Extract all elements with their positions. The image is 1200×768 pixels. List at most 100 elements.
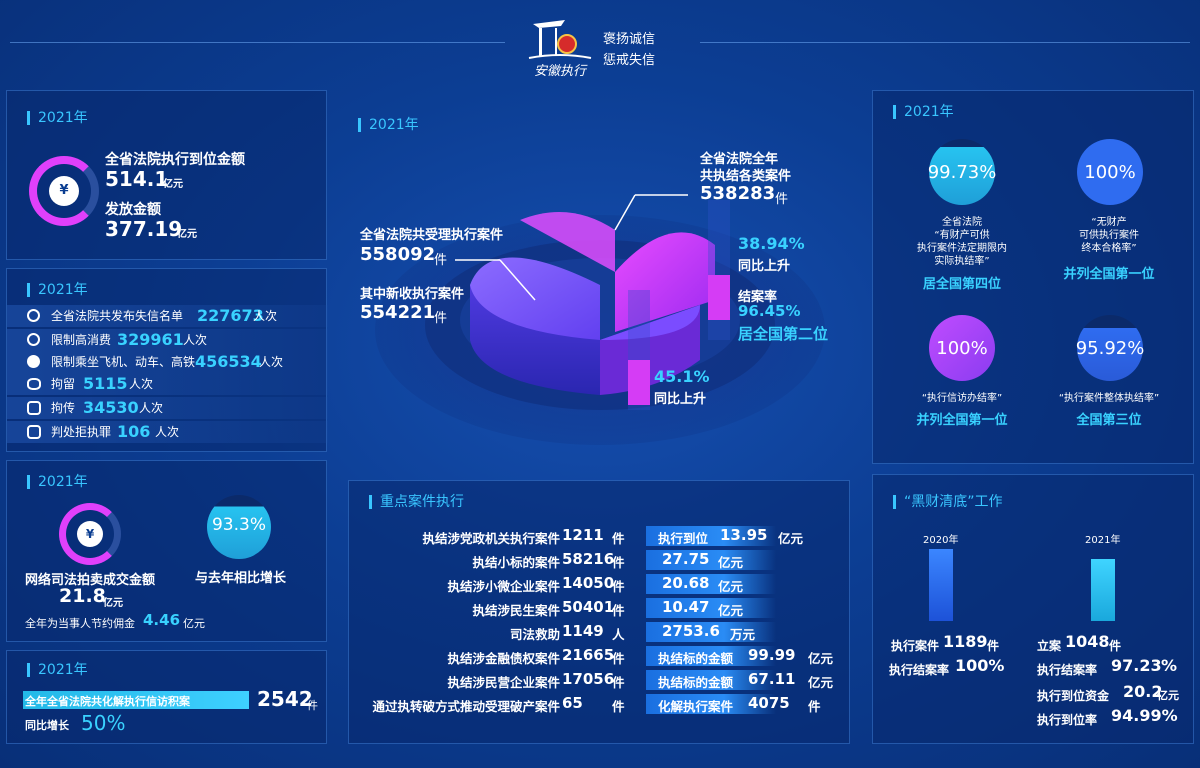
save-unit: 亿元 <box>183 617 205 630</box>
auction-label: 网络司法拍卖成交金额 <box>25 573 156 588</box>
list-item: 全省法院共发布失信名单 227673 人次 <box>7 305 328 327</box>
yoy-pct-a: 38.94% <box>738 234 805 253</box>
rate-desc: 执行案件法定期限内 <box>917 243 1007 254</box>
row-label: 执结涉民营企业案件 <box>447 675 560 690</box>
rate-rank: 全国第三位 <box>1076 413 1142 428</box>
new-cases-value: 554221 <box>360 302 436 323</box>
row-value: 456534 <box>195 352 262 371</box>
rate-circle: 99.73% <box>928 139 996 205</box>
list-item: 判处拒执罪 106 人次 <box>7 421 328 443</box>
exec-amount-unit: 亿元 <box>163 179 183 190</box>
rate-rank: 并列全国第一位 <box>916 413 1008 428</box>
row-label: 限制乘坐飞机、动车、高铁 <box>51 355 196 369</box>
no-entry-icon <box>27 355 40 368</box>
exec-amount-value: 514.1 <box>105 167 169 191</box>
rate-desc: “无财产 <box>1091 217 1127 228</box>
slogan-2: 惩戒失信 <box>603 53 656 68</box>
value-bar <box>646 550 776 570</box>
panel-year: 2021年 <box>27 111 88 125</box>
petition-label: 全年全省法院共化解执行信访积案 <box>25 695 190 708</box>
closed-cases-label-2: 共执结各类案件 <box>700 169 792 184</box>
b-label-4: 执行到位率 <box>1037 713 1098 727</box>
new-cases-label: 其中新收执行案件 <box>360 287 465 302</box>
yoy-label: 同比增长 <box>25 719 69 732</box>
row-unit: 件 <box>612 531 625 546</box>
issued-amount-unit: 亿元 <box>177 229 197 240</box>
row-unit: 人次 <box>155 425 180 439</box>
value-bar <box>646 598 776 618</box>
row-value: 65 <box>562 694 583 712</box>
rate-circle: 100% <box>929 315 995 381</box>
panel-hidden-assets: “黑财清底”工作 2020年 2021年 执行案件 1189 件 执行结案率 1… <box>872 474 1194 744</box>
panel-title: “黑财清底”工作 <box>893 495 1003 509</box>
court-logo: 安徽执行 <box>525 12 595 80</box>
year-2021: 2021年 <box>1085 535 1121 546</box>
row-unit: 件 <box>612 699 625 714</box>
list-item: 限制高消费 329961 人次 <box>7 329 328 351</box>
row-right-value: 67.11 <box>748 670 796 688</box>
row-right-label: 化解执行案件 <box>658 699 734 714</box>
rate-rank: 居全国第四位 <box>922 277 1001 292</box>
petition-value: 2542 <box>257 687 313 711</box>
value-bar <box>646 694 776 714</box>
row-unit: 人次 <box>139 401 164 415</box>
closed-cases-label-1: 全省法院全年 <box>700 152 779 167</box>
close-rate-rank: 居全国第二位 <box>738 325 829 343</box>
pie-slice-top <box>600 305 700 340</box>
row-label: 拘留 <box>51 377 76 391</box>
bar-2021 <box>1091 559 1115 621</box>
row-value: 106 <box>117 422 151 441</box>
row-unit: 件 <box>612 651 625 666</box>
a-unit-1: 件 <box>987 639 1000 653</box>
summons-icon <box>27 401 41 415</box>
a-value-1: 1189 <box>943 632 988 651</box>
closed-cases-unit: 件 <box>775 192 789 207</box>
row-unit: 件 <box>612 675 625 690</box>
b-label-1: 立案 <box>1037 639 1062 653</box>
save-label: 全年为当事人节约佣金 <box>25 617 135 630</box>
b-unit-1: 件 <box>1109 639 1122 653</box>
money-bag-icon: ¥ <box>77 521 103 547</box>
row-right-label: 执行到位 <box>658 531 709 546</box>
row-right-unit: 亿元 <box>718 603 744 618</box>
row-label: 判处拒执罪 <box>51 425 112 439</box>
value-bar <box>646 526 776 546</box>
column-magenta <box>708 275 730 320</box>
rate-desc: 可供执行案件 <box>1079 230 1139 241</box>
row-label: 执结涉小微企业案件 <box>447 579 560 594</box>
row-right-value: 99.99 <box>748 646 796 664</box>
header-line-left <box>10 42 505 43</box>
row-value: 17056 <box>562 670 615 688</box>
a-label-2: 执行结案率 <box>889 663 950 677</box>
pie-slice-top <box>470 257 600 340</box>
yoy-value: 50% <box>81 711 126 735</box>
row-label: 执结小标的案件 <box>472 555 560 570</box>
row-right-label: 执结标的金额 <box>658 675 734 690</box>
row-right-unit: 亿元 <box>808 651 834 666</box>
progress-ring <box>59 503 121 565</box>
verdict-icon <box>27 425 41 439</box>
closed-cases-value: 538283 <box>700 183 776 204</box>
b-value-3: 20.2 <box>1123 682 1163 701</box>
b-value-1: 1048 <box>1065 632 1110 651</box>
panel-rankings: 2021年 99.73% 全省法院 “有财产可供 执行案件法定期限内 实际执结率… <box>872 90 1194 464</box>
rate-desc: “执行案件整体执结率” <box>1058 393 1160 404</box>
row-value: 58216 <box>562 550 615 568</box>
panel-credit-punishment: 2021年 全省法院共发布失信名单 227673 人次 限制高消费 329961 人次 … <box>6 268 328 452</box>
b-label-3: 执行到位资金 <box>1037 689 1110 703</box>
panel-year: 2021年 <box>358 118 419 132</box>
row-right-unit: 万元 <box>730 627 756 642</box>
petition-unit: 件 <box>307 699 318 712</box>
value-bar <box>646 622 776 642</box>
row-label: 通过执转破方式推动受理破产案件 <box>372 699 560 714</box>
row-value: 227673 <box>197 306 264 325</box>
panel-petition: 2021年 全年全省法院共化解执行信访积案 2542 件 同比增长 50% <box>6 650 327 744</box>
row-unit: 人次 <box>129 377 154 391</box>
growth-pct: 93.3% <box>211 515 266 535</box>
handcuffs-icon <box>27 378 41 390</box>
list-item: 限制乘坐飞机、动车、高铁 456534 人次 <box>7 351 328 373</box>
row-value: 50401 <box>562 598 615 616</box>
value-bar <box>646 574 776 594</box>
auction-value: 21.8 <box>59 585 106 607</box>
row-value: 5115 <box>83 374 128 393</box>
